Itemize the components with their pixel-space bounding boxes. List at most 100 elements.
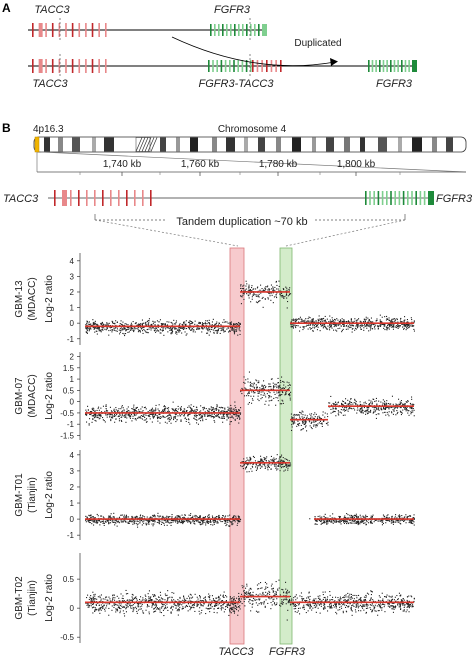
cnv-point (92, 407, 94, 409)
cnv-point (154, 409, 156, 411)
tacc3-exon (78, 59, 81, 73)
cnv-point (323, 516, 325, 518)
cnv-point (322, 325, 324, 327)
cnv-point (155, 331, 157, 333)
cnv-point (292, 603, 294, 605)
cnv-point (312, 320, 314, 322)
cnv-point (303, 416, 305, 418)
cnv-point (247, 389, 249, 391)
cnv-point (110, 329, 112, 331)
cnv-point (258, 296, 260, 298)
cnv-point (281, 464, 283, 466)
fgfr3-exon (398, 191, 401, 205)
cnv-point (176, 515, 178, 517)
cnv-point (185, 605, 187, 607)
cnv-point (388, 323, 390, 325)
cnv-point (349, 402, 351, 404)
cnv-point (94, 326, 96, 328)
cnv-point (237, 323, 239, 325)
cnv-point (261, 397, 263, 399)
cnv-point (208, 411, 210, 413)
cnv-point (298, 318, 300, 320)
cnv-point (216, 404, 218, 406)
cnv-point (89, 522, 91, 524)
cnv-point (193, 411, 195, 413)
cnv-point (113, 516, 115, 518)
cnv-point (189, 521, 191, 523)
cnv-point (218, 327, 220, 329)
cnv-point (209, 414, 211, 416)
cnv-point (93, 521, 95, 523)
cnv-point (355, 400, 357, 402)
cnv-point (212, 519, 214, 521)
cnv-point (182, 326, 184, 328)
cnv-point (151, 407, 153, 409)
cnv-point (348, 404, 350, 406)
cnv-point (256, 467, 258, 469)
cnv-point (388, 317, 390, 319)
cnv-point (191, 323, 193, 325)
cnv-point (176, 329, 178, 331)
cnv-point (296, 319, 298, 321)
cnv-point (93, 417, 95, 419)
cnv-point (327, 517, 329, 519)
cnv-point (244, 594, 246, 596)
cnv-point (207, 411, 209, 413)
cnv-point (215, 407, 217, 409)
cnv-point (311, 413, 313, 415)
cnv-point (246, 293, 248, 295)
cnv-point (239, 330, 241, 332)
cnv-point (382, 598, 384, 600)
cnv-point (303, 423, 305, 425)
cnv-point (227, 519, 229, 521)
cnv-point (339, 320, 341, 322)
cnv-point (283, 460, 285, 462)
cnv-point (299, 417, 301, 419)
cnv-point (382, 323, 384, 325)
cnv-point (259, 289, 261, 291)
cnv-point (284, 296, 286, 298)
cnv-point (389, 320, 391, 322)
cnv-point (102, 516, 104, 518)
cnv-point (347, 596, 349, 598)
cnv-point (394, 407, 396, 409)
cnv-point (123, 327, 125, 329)
cnv-point (158, 523, 160, 525)
cnv-point (312, 318, 314, 320)
cnv-point (381, 404, 383, 406)
cnv-point (322, 320, 324, 322)
cnv-point (335, 403, 337, 405)
cnv-point (322, 519, 324, 521)
cnv-point (260, 398, 262, 400)
cnv-point (373, 409, 375, 411)
cnv-point (308, 591, 310, 593)
cnv-point (274, 393, 276, 395)
cnv-point (133, 408, 135, 410)
cnv-point (404, 319, 406, 321)
cnv-point (340, 520, 342, 522)
fgfr3-exon (411, 191, 413, 205)
cnv-point (278, 461, 280, 463)
cnv-point (329, 326, 331, 328)
cnv-source-label: (Tianjin) (27, 580, 38, 616)
cnv-point (97, 520, 99, 522)
cnv-point (207, 522, 209, 524)
cnv-point (261, 458, 263, 460)
cnv-point (127, 414, 129, 416)
tacc3-exon (51, 59, 54, 73)
cnv-point (392, 409, 394, 411)
cnv-point (255, 295, 257, 297)
cnv-point (106, 327, 108, 329)
ideogram-centromere (135, 137, 158, 152)
cnv-point (319, 520, 321, 522)
cnv-point (306, 415, 308, 417)
cnv-point (281, 296, 283, 298)
cnv-point (283, 297, 285, 299)
cnv-point (385, 522, 387, 524)
cnv-point (396, 318, 398, 320)
cnv-point (351, 331, 353, 333)
cnv-point (222, 327, 224, 329)
cnv-point (400, 400, 402, 402)
panel-a-top-fgfr3-exons (210, 24, 267, 36)
cnv-point (299, 318, 301, 320)
